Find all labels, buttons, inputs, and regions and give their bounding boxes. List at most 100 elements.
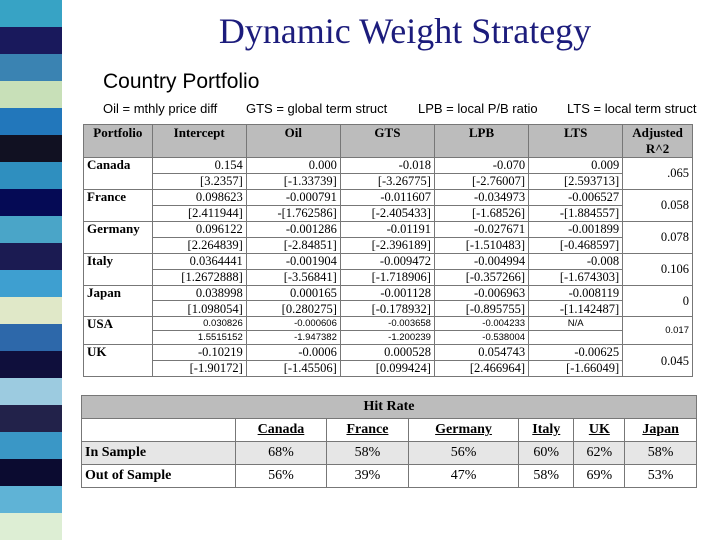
stripe-block: [0, 405, 62, 432]
hit-rate-cell: 56%: [407, 441, 520, 465]
tstat-cell: [0.280275]: [245, 300, 341, 318]
stripe-block: [0, 297, 62, 324]
tstat-cell: [-1.674303]: [528, 268, 624, 286]
hit-rate-column-header: France: [325, 418, 409, 442]
coefficient-cell: 0.045: [622, 344, 693, 377]
coefficient-cell: -0.003658: [339, 316, 435, 332]
slide-subtitle: Country Portfolio: [103, 70, 260, 93]
tstat-cell: [-0.357266]: [433, 268, 530, 286]
country-label: Japan: [83, 284, 153, 318]
hit-rate-corner: [81, 418, 236, 442]
coefficient-cell: -0.011607: [339, 188, 435, 206]
tstat-cell: [-1.68526]: [433, 204, 530, 222]
coefficient-cell: -0.008: [528, 252, 624, 270]
tstat-cell: [2.264839]: [151, 236, 247, 254]
hit-rate-row-label: Out of Sample: [81, 464, 236, 488]
tstat-cell: [-1.66049]: [528, 359, 624, 378]
stripe-block: [0, 189, 62, 216]
coefficient-cell: -0.004233: [433, 316, 530, 332]
coefficient-cell: -0.027671: [433, 220, 530, 238]
hit-rate-cell: 68%: [235, 441, 327, 465]
hit-rate-cell: 39%: [325, 464, 409, 488]
hit-rate-cell: 53%: [624, 464, 697, 488]
stripe-block: [0, 81, 62, 108]
coefficient-cell: -0.0006: [245, 344, 341, 361]
tstat-row: [1.2672888] [-3.56841] [-1.718906] [-0.3572…: [84, 268, 693, 286]
coefficient-cell: -0.000606: [245, 316, 341, 332]
stripe-block: [0, 27, 62, 54]
tstat-row: 1.5515152 -1.947382 -1.200239 -0.538004: [84, 330, 693, 345]
hit-rate-cell: 58%: [325, 441, 409, 465]
tstat-cell: [3.2357]: [151, 172, 247, 190]
coef-row: Japan 0.038998 0.000165 -0.001128 -0.006963-…: [83, 284, 693, 318]
coefficient-cell: 0.038998: [151, 284, 247, 302]
stripe-block: [0, 0, 62, 27]
tstat-cell: [528, 330, 624, 345]
coefficient-cell: -0.034973: [433, 188, 530, 206]
legend-gts: GTS = global term struct: [246, 101, 388, 116]
tstat-cell: [-3.56841]: [245, 268, 341, 286]
coefficient-cell: 0.054743: [433, 344, 530, 361]
tstat-cell: [1.098054]: [151, 300, 247, 318]
stripe-block: [0, 216, 62, 243]
coefficient-cell: 0.000528: [339, 344, 435, 361]
hit-rate-cell: 69%: [573, 464, 626, 488]
tstat-row: [-1.90172] [-1.45506] [0.099424] [2.466964]…: [84, 359, 693, 378]
tstat-row: [1.098054] [0.280275] [-0.178932] [-0.89575…: [84, 300, 693, 318]
coefficient-cell: 0.017: [622, 316, 693, 345]
stripe-block: [0, 162, 62, 189]
stripe-block: [0, 378, 62, 405]
coefficient-cell: 0.000165: [245, 284, 341, 302]
coefficient-cell: -0.001899: [528, 220, 624, 238]
stripe-block: [0, 108, 62, 135]
hit-rate-cell: 60%: [518, 441, 575, 465]
coefficient-cell: 0.098623: [151, 188, 247, 206]
coefficient-cell: -0.01191: [339, 220, 435, 238]
coef-column-header: LPB: [433, 124, 530, 158]
hit-rate-cell: 58%: [518, 464, 575, 488]
coefficient-cell: -0.004994: [433, 252, 530, 270]
coefficient-cell: 0.078: [622, 220, 693, 254]
coefficient-cell: 0.106: [622, 252, 693, 286]
stripe-block: [0, 54, 62, 81]
coef-row: USA 0.030826 -0.000606 -0.003658 -0.004233 N/…: [83, 316, 693, 345]
country-label: UK: [83, 344, 153, 377]
coef-row: Canada 0.154 0.000 -0.018 -0.070 0.009.065: [83, 157, 693, 190]
coefficient-cell: 0.058: [622, 188, 693, 222]
coefficient-cell: N/A: [528, 316, 624, 332]
coefficient-cell: 0.000: [245, 157, 341, 174]
hit-rate-column-header: Canada: [235, 418, 327, 442]
coef-row: Germany 0.096122 -0.001286 -0.01191 -0.02767…: [83, 220, 693, 254]
coefficient-cell: -0.00625: [528, 344, 624, 361]
tstat-cell: [2.466964]: [433, 359, 530, 378]
coef-row: UK -0.10219 -0.0006 0.000528 0.054743 -0.0062…: [83, 344, 693, 377]
tstat-cell: [-1.718906]: [339, 268, 435, 286]
tstat-cell: [-2.84851]: [245, 236, 341, 254]
country-label: USA: [83, 316, 153, 345]
tstat-row: [2.411944] -[1.762586] [-2.405433] [-1.6852…: [84, 204, 693, 222]
hit-rate-column-header: Japan: [624, 418, 697, 442]
stripe-block: [0, 243, 62, 270]
hit-rate-row-label: In Sample: [81, 441, 236, 465]
coef-header-row: Portfolio Intercept Oil GTS LPB LTS Adjusted R…: [83, 124, 693, 158]
tstat-cell: -1.200239: [339, 330, 435, 345]
decorative-stripe: [0, 0, 62, 540]
coefficient-cell: -0.000791: [245, 188, 341, 206]
tstat-cell: [-2.405433]: [339, 204, 435, 222]
stripe-block: [0, 486, 62, 513]
slide-title: Dynamic Weight Strategy: [218, 11, 592, 51]
hit-rate-row: In Sample 68% 58% 56% 60% 62% 58%: [81, 441, 697, 465]
coef-row: Italy 0.0364441 -0.001904 -0.009472 -0.00499…: [83, 252, 693, 286]
hit-rate-column-header: UK: [573, 418, 626, 442]
coefficient-cell: 0.030826: [151, 316, 247, 332]
coefficient-cell: -0.001904: [245, 252, 341, 270]
coefficient-cell: -0.070: [433, 157, 530, 174]
coefficient-cell: -0.006527: [528, 188, 624, 206]
hit-rate-cell: 58%: [624, 441, 697, 465]
tstat-cell: [1.2672888]: [151, 268, 247, 286]
stripe-block: [0, 135, 62, 162]
coefficient-cell: -0.001286: [245, 220, 341, 238]
tstat-cell: [-0.178932]: [339, 300, 435, 318]
coef-column-header: Oil: [245, 124, 341, 158]
coefficient-cell: -0.006963: [433, 284, 530, 302]
